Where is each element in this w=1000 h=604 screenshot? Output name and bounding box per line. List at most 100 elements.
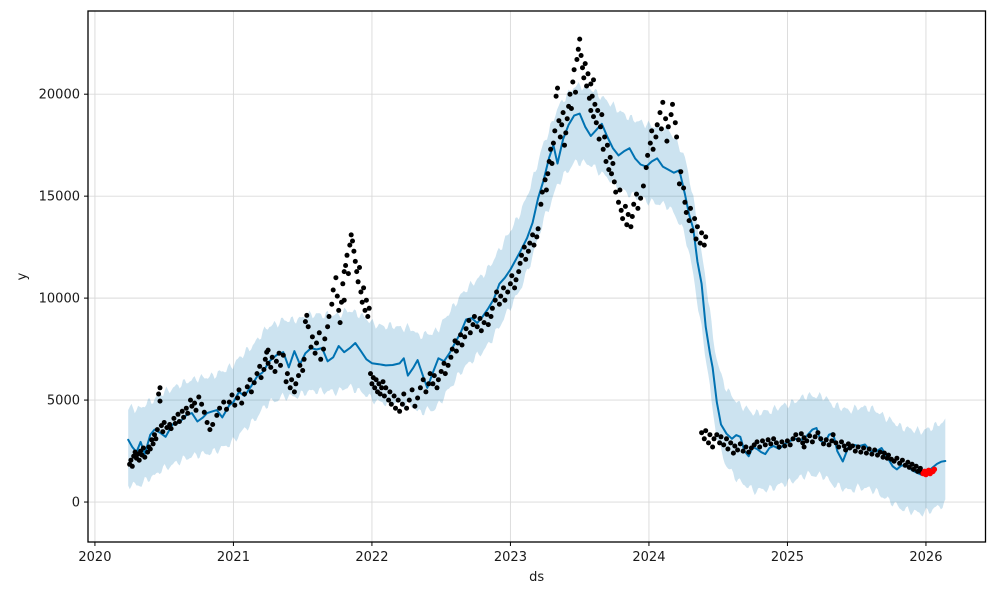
observation-point — [477, 316, 483, 321]
observation-point — [226, 399, 232, 405]
observation-point — [302, 319, 308, 325]
observation-point — [183, 405, 189, 411]
observation-point — [176, 419, 182, 424]
observation-point — [746, 449, 752, 455]
observation-point — [653, 134, 659, 140]
y-tick-label: 15000 — [39, 190, 80, 205]
observation-point — [517, 260, 523, 266]
observation-point — [550, 140, 556, 146]
observation-point — [737, 441, 743, 447]
observation-point — [743, 444, 749, 450]
observation-point — [611, 179, 617, 185]
observation-point — [261, 367, 267, 372]
observation-point — [676, 181, 682, 187]
observation-point — [435, 377, 441, 383]
observation-point — [800, 440, 806, 446]
observation-point — [314, 340, 319, 346]
observation-point — [412, 403, 418, 409]
observation-point — [359, 299, 365, 305]
observation-point — [395, 397, 401, 403]
observation-point — [584, 83, 590, 89]
observation-point — [154, 427, 160, 433]
observation-point — [643, 165, 649, 171]
observation-point — [278, 362, 283, 368]
observation-point — [289, 377, 295, 383]
observation-point — [710, 444, 716, 450]
observation-point — [663, 116, 669, 122]
observation-point — [512, 285, 518, 291]
observation-point — [291, 389, 297, 395]
observation-point — [681, 185, 687, 191]
x-tick-label: 2024 — [632, 550, 665, 565]
observation-point — [397, 408, 403, 414]
observation-point — [492, 297, 498, 303]
observation-point — [383, 385, 389, 391]
observation-point — [379, 385, 385, 391]
observation-point — [531, 242, 537, 248]
observation-point — [175, 411, 181, 417]
observation-point — [581, 75, 587, 81]
observation-point — [634, 191, 639, 197]
observation-point — [701, 242, 707, 248]
observation-point — [776, 444, 782, 450]
observation-point — [330, 287, 336, 293]
observation-point — [607, 154, 613, 160]
observation-point — [543, 187, 549, 193]
uncertainty-band — [128, 82, 946, 517]
highlighted-points — [920, 466, 938, 478]
observation-point — [530, 232, 536, 238]
observation-point — [207, 427, 213, 433]
observation-point — [156, 391, 162, 397]
observation-point — [771, 436, 777, 442]
observation-point — [839, 439, 844, 445]
observation-point — [664, 138, 670, 144]
y-axis-label: y — [15, 272, 30, 280]
observation-point — [707, 432, 713, 438]
observation-point — [917, 465, 923, 471]
observation-point — [697, 240, 703, 246]
observation-point — [280, 352, 286, 358]
observation-point — [147, 446, 153, 452]
observation-point — [821, 441, 826, 447]
observation-point — [505, 289, 511, 295]
observation-point — [391, 393, 397, 399]
observation-point — [365, 314, 371, 319]
observation-point — [521, 244, 527, 250]
observation-point — [188, 397, 193, 403]
tick-labels: 2020 2021 2022 2023 2024 2025 2026 0 5000 10000 15… — [39, 88, 943, 565]
observation-point — [682, 199, 688, 205]
observation-point — [498, 293, 504, 299]
observation-point — [257, 363, 263, 369]
observation-point — [273, 358, 279, 364]
observation-point — [157, 398, 163, 404]
observation-point — [562, 142, 567, 148]
observation-point — [600, 146, 606, 152]
observation-point — [329, 301, 335, 307]
observation-point — [699, 430, 705, 436]
observation-point — [877, 449, 883, 455]
observation-point — [305, 324, 311, 330]
observation-point — [629, 214, 635, 219]
observation-point — [513, 277, 519, 283]
observation-point — [793, 432, 799, 438]
observation-point — [699, 230, 705, 236]
observation-point — [401, 391, 407, 397]
observation-point — [348, 232, 354, 238]
observation-point — [316, 330, 322, 336]
observation-point — [149, 437, 155, 443]
observation-point — [580, 65, 585, 71]
observation-point — [557, 134, 563, 140]
observation-point — [269, 354, 275, 360]
observation-point — [466, 318, 472, 323]
observation-point — [721, 442, 727, 448]
observation-point — [160, 429, 166, 435]
observation-point — [507, 281, 513, 287]
observation-point — [724, 436, 729, 442]
observation-point — [377, 391, 383, 397]
observation-point — [618, 207, 624, 213]
y-tick-label: 20000 — [39, 88, 80, 103]
observation-point — [268, 364, 274, 370]
observation-point — [221, 399, 227, 405]
observation-point — [287, 385, 293, 391]
observation-point — [801, 444, 807, 450]
